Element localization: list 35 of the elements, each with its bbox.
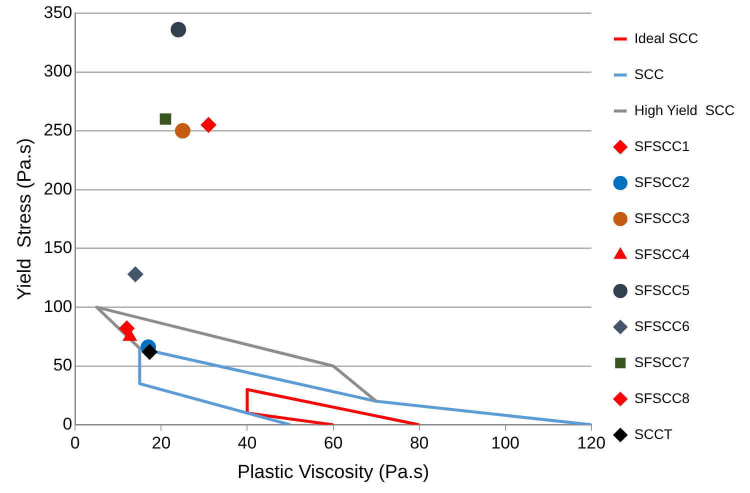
y-tick-label: 0 <box>62 414 72 434</box>
legend-label: High Yield SCC <box>634 102 735 118</box>
legend-label: SFSCC5 <box>634 282 690 298</box>
y-tick-label: 200 <box>44 179 72 198</box>
x-tick-label: 120 <box>577 434 606 453</box>
y-tick-label: 100 <box>44 296 72 316</box>
legend-label: SCC <box>634 66 664 82</box>
legend-label: SFSCC3 <box>634 210 690 226</box>
point <box>128 266 144 282</box>
x-tick-label: 80 <box>410 434 429 453</box>
legend-label: SCCT <box>634 426 673 442</box>
legend-label: Ideal SCC <box>634 30 698 46</box>
y-tick-label: 150 <box>44 238 72 258</box>
y-tick-label: 300 <box>44 62 72 81</box>
point <box>200 117 216 133</box>
point <box>170 22 186 38</box>
x-tick-label: 60 <box>324 434 343 453</box>
legend-label: SFSCC1 <box>634 138 690 154</box>
point <box>174 123 190 139</box>
point <box>119 320 135 336</box>
x-tick-label: 40 <box>238 434 257 453</box>
legend-label: SFSCC8 <box>634 390 690 406</box>
y-tick-label: 350 <box>44 2 72 22</box>
legend-label: SFSCC6 <box>634 318 690 334</box>
x-tick-label: 20 <box>152 434 171 453</box>
point <box>142 344 158 360</box>
legend-label: SFSCC7 <box>634 354 690 370</box>
point <box>160 113 172 125</box>
legend-label: SFSCC4 <box>634 246 690 262</box>
y-tick-label: 50 <box>53 356 72 375</box>
x-tick-label: 100 <box>491 434 520 453</box>
y-axis-title: Yield Stress (Pa.s) <box>14 138 36 300</box>
y-tick-label: 250 <box>44 120 72 140</box>
x-axis-title: Plastic Viscosity (Pa.s) <box>237 462 430 483</box>
legend-label: SFSCC2 <box>634 174 690 190</box>
